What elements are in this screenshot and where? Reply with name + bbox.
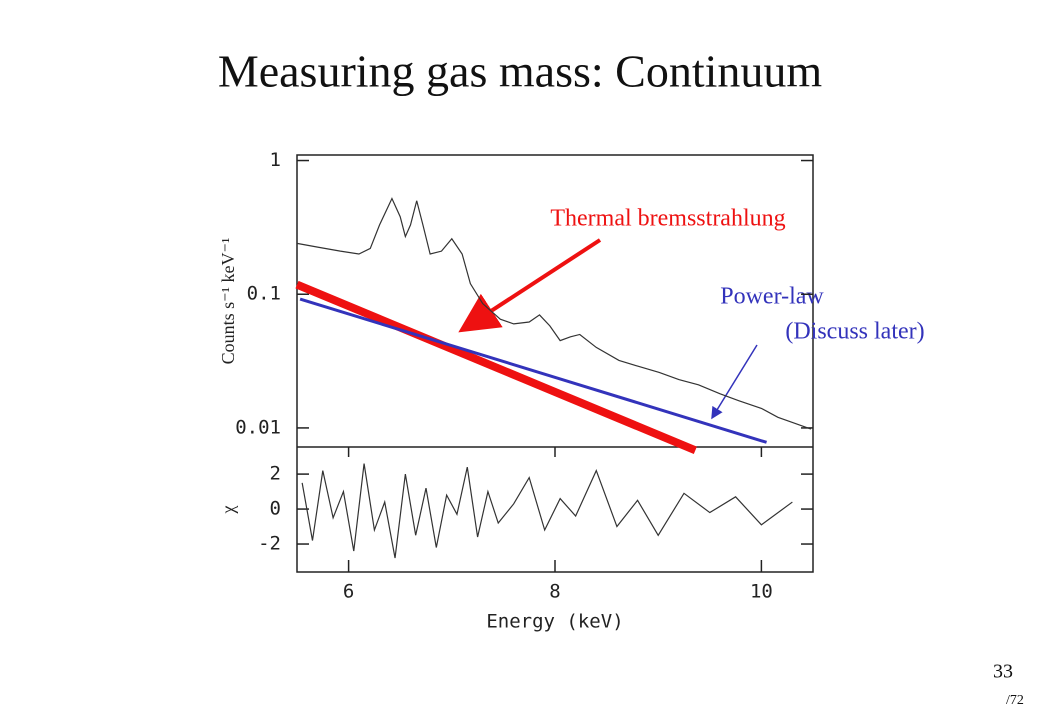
data-line <box>296 197 812 430</box>
y-tick-label: 0 <box>270 498 281 520</box>
x-tick-label: 10 <box>750 581 773 603</box>
x-tick-label: 6 <box>343 581 354 603</box>
y-axis-label: χ <box>218 506 238 515</box>
data-line <box>295 280 697 455</box>
annotation: Thermal bremsstrahlung <box>550 206 785 232</box>
slide-title: Measuring gas mass: Continuum <box>218 46 823 97</box>
arrow <box>711 344 758 420</box>
y-tick-label: 1 <box>270 149 281 171</box>
y-axis-label: Counts s⁻¹ keV⁻¹ <box>218 238 238 365</box>
annotation: (Discuss later) <box>785 319 924 345</box>
x-axis-label: Energy (keV) <box>486 611 623 633</box>
y-tick-label: 0.01 <box>235 416 281 438</box>
y-tick-label: -2 <box>258 533 281 555</box>
y-tick-label: 2 <box>270 463 281 485</box>
x-tick-label: 8 <box>549 581 560 603</box>
y-tick-label: 0.1 <box>247 283 281 305</box>
arrow <box>458 238 602 333</box>
data-line <box>301 463 793 559</box>
data-line <box>299 297 768 444</box>
page-number: 33 <box>993 661 1013 683</box>
annotation: Power-law <box>720 284 824 310</box>
page-total: /72 <box>1006 693 1024 708</box>
